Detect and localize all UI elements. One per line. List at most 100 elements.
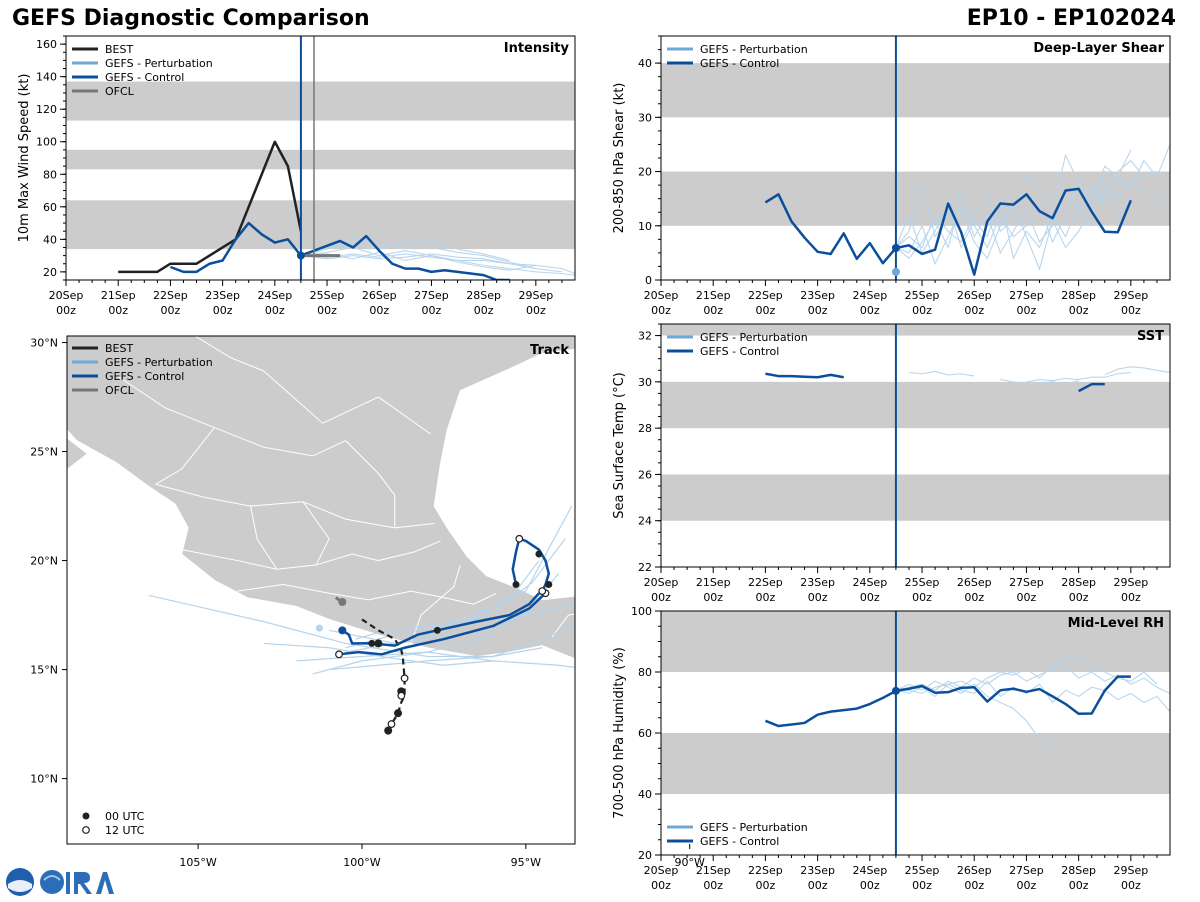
y-tick-label: 0 <box>645 274 652 287</box>
x-tick-label: 27Sep <box>1009 289 1044 302</box>
x-tick-label: 27Sep <box>1009 576 1044 589</box>
x-tick-label: 21Sep <box>696 289 731 302</box>
perturbation-series-line <box>300 238 536 270</box>
y-tick-label: 22 <box>638 561 652 574</box>
best-00utc-marker <box>374 639 383 648</box>
ctrl-init-marker <box>296 251 305 260</box>
storm-id-title: EP10 - EP102024 <box>966 6 1176 31</box>
legend-entry: OFCL <box>105 384 135 397</box>
x-tick-label: 00z <box>651 304 671 317</box>
legend-entry: BEST <box>105 342 133 355</box>
x-tick-label: 00z <box>1069 591 1089 604</box>
x-tick-label: 00z <box>703 879 723 892</box>
y-tick-label: 40 <box>638 788 652 801</box>
legend-entry: GEFS - Control <box>700 835 779 848</box>
x-tick-label: 28Sep <box>1061 576 1096 589</box>
sst-chart-svg: 20Sep 00z 21Sep 00z 22Sep 00z 23Sep 00z 24Sep 00z… <box>612 323 1171 604</box>
x-tick-label: 00z <box>1121 591 1141 604</box>
lon-tick-label: 105°W <box>179 856 216 869</box>
x-tick-label: 25Sep <box>905 864 940 877</box>
y-tick-label: 40 <box>638 57 652 70</box>
x-tick-label: 21Sep <box>696 864 731 877</box>
plot-area <box>66 81 575 280</box>
legend-entry: 00 UTC <box>105 810 145 823</box>
perturbation-series-line <box>1000 379 1079 385</box>
x-tick-label: 00z <box>651 879 671 892</box>
perturbation-series-line <box>1026 372 1131 383</box>
chart-title: SST <box>1137 329 1164 344</box>
y-tick-label: 40 <box>43 233 57 246</box>
plot-area <box>661 611 1170 794</box>
perturbation-series-line <box>895 656 1158 694</box>
ctrl-series-line <box>169 221 510 280</box>
x-tick-label: 00z <box>912 304 932 317</box>
shaded-band <box>661 324 1170 336</box>
intensity-chart: 20Sep 00z 21Sep 00z 22Sep 00z 23Sep 00z 24Sep 00z… <box>0 0 600 330</box>
x-tick-label: 00z <box>860 879 880 892</box>
ctrl-series-line <box>764 187 1133 276</box>
best-track <box>361 618 406 732</box>
ctrl-init-marker <box>891 244 900 253</box>
perturbation-series-line <box>895 186 1132 260</box>
x-tick-label: 00z <box>317 304 337 317</box>
x-tick-label: 00z <box>964 591 984 604</box>
state-border <box>194 336 432 435</box>
best-00utc-marker <box>394 709 403 718</box>
x-tick-label: 25Sep <box>310 289 345 302</box>
perturbation-track <box>345 505 573 649</box>
ctrl-series-line <box>765 372 844 379</box>
x-tick-label: 20Sep <box>644 864 679 877</box>
x-tick-label: 00z <box>1069 879 1089 892</box>
y-axis-label: 700-500 hPa Humidity (%) <box>612 647 627 819</box>
mexico-landmass <box>67 336 575 660</box>
cira-globe-icon <box>40 870 64 894</box>
lon-tick-label: 100°W <box>343 856 380 869</box>
x-tick-label: 00z <box>912 879 932 892</box>
x-tick-label: 22Sep <box>748 289 783 302</box>
perturbation-track <box>329 623 575 671</box>
deep-layer-shear-chart: 20Sep 00z 21Sep 00z 22Sep 00z 23Sep 00z 24Sep 00z… <box>600 0 1200 330</box>
plot-area <box>661 324 1170 521</box>
perturbation-track <box>355 560 540 640</box>
ofcl-00utc-marker <box>338 597 347 606</box>
x-tick-label: 21Sep <box>696 576 731 589</box>
x-tick-label: 00z <box>56 304 76 317</box>
x-tick-label: 23Sep <box>800 576 835 589</box>
state-border <box>302 501 330 566</box>
y-tick-label: 10 <box>638 220 652 233</box>
x-tick-label: 29Sep <box>1113 576 1148 589</box>
control-12utc-marker <box>515 534 524 543</box>
x-tick-label: 00z <box>474 304 494 317</box>
state-border <box>345 440 396 528</box>
x-tick-label: 00z <box>213 304 233 317</box>
control-00utc-marker <box>535 550 543 558</box>
legend-entry: GEFS - Perturbation <box>105 57 213 70</box>
y-tick-label: 140 <box>36 71 57 84</box>
y-tick-label: 20 <box>43 266 57 279</box>
x-tick-label: 20Sep <box>644 576 679 589</box>
y-tick-label: 26 <box>638 468 652 481</box>
chart-title: Mid-Level RH <box>1068 616 1164 631</box>
best-12utc-marker <box>400 674 409 683</box>
legend-12utc-marker <box>82 826 90 834</box>
legend-00utc-marker <box>82 812 90 820</box>
x-tick-label: 00z <box>808 879 828 892</box>
y-tick-label: 32 <box>638 330 652 343</box>
x-tick-label: 00z <box>964 879 984 892</box>
lon-tick-label: 95°W <box>511 856 541 869</box>
control-12utc-marker <box>335 650 343 659</box>
x-tick-label: 00z <box>860 304 880 317</box>
state-border <box>410 564 461 644</box>
y-tick-label: 24 <box>638 515 652 528</box>
x-tick-label: 00z <box>756 304 776 317</box>
x-tick-label: 24Sep <box>852 289 887 302</box>
x-tick-label: 28Sep <box>466 289 501 302</box>
x-tick-label: 00z <box>161 304 181 317</box>
x-tick-label: 00z <box>651 591 671 604</box>
x-tick-label: 26Sep <box>957 864 992 877</box>
shaded-band <box>661 474 1170 521</box>
x-tick-label: 00z <box>756 591 776 604</box>
shaded-band <box>66 149 575 170</box>
y-tick-label: 60 <box>43 201 57 214</box>
x-tick-label: 00z <box>1069 304 1089 317</box>
